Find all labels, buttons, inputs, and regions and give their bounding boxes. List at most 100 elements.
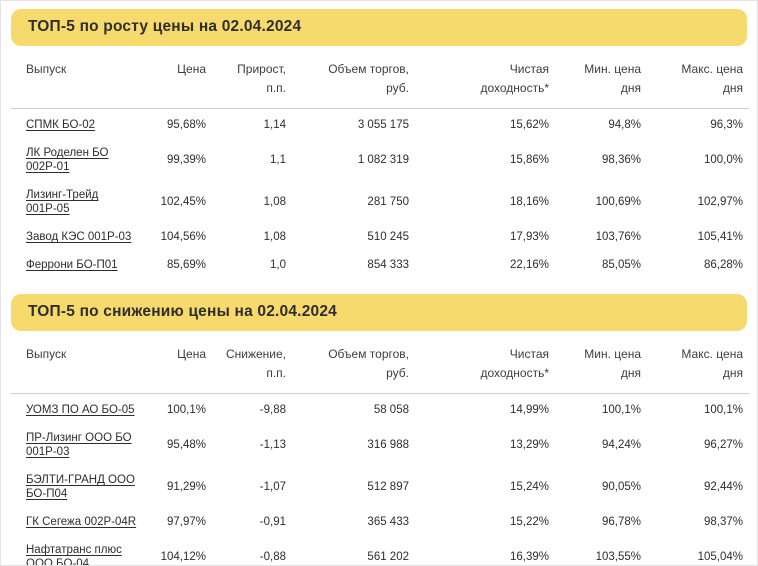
cell-net-yield: 22,16% [509,259,549,271]
issue-link[interactable]: Завод КЭС 001Р-03 [26,231,132,243]
issue-link[interactable]: ГК Сегежа 002Р-04R [26,516,137,528]
table-row: ГК Сегежа 002Р-04R 97,97% -0,91 365 433 15,2… [11,508,749,536]
issue-cell: СПМК БО-02 [11,109,151,140]
cell-net-yield: 15,24% [509,481,549,493]
issue-cell: Завод КЭС 001Р-03 [11,223,151,251]
cell-min-price-day: 94,8% [608,119,641,131]
cell-volume-rub: 510 245 [367,231,409,243]
col-header-max-price-day: Макс. цена дня [641,46,749,109]
cell-price: 100,1% [166,404,206,416]
cell-net-yield: 13,29% [509,439,549,451]
issue-link[interactable]: Лизинг-Трейд 001Р-05 [26,189,99,215]
growth-section-title: ТОП-5 по росту цены на 02.04.2024 [11,9,747,46]
cell-min-price-day: 103,55% [595,551,641,563]
cell-volume-rub: 3 055 175 [357,119,409,131]
table-row: Феррони БО-П01 85,69% 1,0 854 333 22,16% 85,0… [11,251,749,279]
cell-min-price-day: 85,05% [601,259,641,271]
cell-price: 91,29% [166,481,206,493]
table-row: Лизинг-Трейд 001Р-05 102,45% 1,08 281 750 18… [11,181,749,223]
issue-cell: ЛК Роделен БО 002Р-01 [11,139,151,181]
issue-link[interactable]: УОМЗ ПО АО БО-05 [26,404,135,416]
cell-max-price-day: 96,3% [710,119,743,131]
cell-max-price-day: 102,97% [697,196,743,208]
col-header-volume-rub: Объем торгов, руб. [286,331,409,394]
cell-change-pp: 1,0 [270,259,286,271]
cell-change-pp: 1,1 [270,154,286,166]
issue-cell: УОМЗ ПО АО БО-05 [11,394,151,425]
cell-change-pp: -0,91 [259,516,286,528]
cell-max-price-day: 100,1% [703,404,743,416]
col-header-net-yield: Чистая доходность* [409,331,549,394]
cell-volume-rub: 58 058 [373,404,409,416]
issue-link[interactable]: СПМК БО-02 [26,119,96,131]
cell-min-price-day: 100,1% [601,404,641,416]
cell-change-pp: 1,08 [263,231,286,243]
cell-max-price-day: 92,44% [703,481,743,493]
cell-volume-rub: 561 202 [367,551,409,563]
decline-section-title: ТОП-5 по снижению цены на 02.04.2024 [11,294,747,331]
issue-cell: ПР-Лизинг ООО БО 001Р-03 [11,424,151,466]
cell-max-price-day: 96,27% [703,439,743,451]
issue-cell: Нафтатранс плюс ООО БО-04 [11,536,151,566]
col-header-change-pp: Снижение, п.п. [206,331,286,394]
cell-change-pp: -1,13 [259,439,286,451]
col-header-price: Цена [151,46,206,109]
col-header-net-yield: Чистая доходность* [409,46,549,109]
issue-link[interactable]: БЭЛТИ-ГРАНД ООО БО-П04 [26,474,135,500]
cell-net-yield: 14,99% [509,404,549,416]
cell-price: 99,39% [166,154,206,166]
issue-cell: Лизинг-Трейд 001Р-05 [11,181,151,223]
top5-decline-section: ТОП-5 по снижению цены на 02.04.2024 Вып… [1,294,757,566]
cell-volume-rub: 365 433 [367,516,409,528]
cell-volume-rub: 512 897 [367,481,409,493]
table-row: Нафтатранс плюс ООО БО-04 104,12% -0,88 561… [11,536,749,566]
cell-price: 95,68% [166,119,206,131]
table-row: СПМК БО-02 95,68% 1,14 3 055 175 15,62% 94,8%… [11,109,749,140]
cell-max-price-day: 98,37% [703,516,743,528]
table-row: Завод КЭС 001Р-03 104,56% 1,08 510 245 17,93… [11,223,749,251]
cell-change-pp: 1,08 [263,196,286,208]
cell-price: 104,56% [160,231,206,243]
cell-min-price-day: 100,69% [595,196,641,208]
issue-link[interactable]: Нафтатранс плюс ООО БО-04 [26,544,122,566]
cell-net-yield: 15,86% [509,154,549,166]
cell-volume-rub: 854 333 [367,259,409,271]
cell-volume-rub: 316 988 [367,439,409,451]
table-row: БЭЛТИ-ГРАНД ООО БО-П04 91,29% -1,07 512 897… [11,466,749,508]
col-header-min-price-day: Мин. цена дня [549,46,641,109]
cell-max-price-day: 105,41% [697,231,743,243]
cell-max-price-day: 105,04% [697,551,743,563]
decline-table-header-row: Выпуск Цена Снижение, п.п. Объем торгов, руб.… [11,331,749,394]
cell-min-price-day: 103,76% [595,231,641,243]
cell-price: 104,12% [160,551,206,563]
col-header-change-pp: Прирост, п.п. [206,46,286,109]
cell-change-pp: -0,88 [259,551,286,563]
issue-cell: Феррони БО-П01 [11,251,151,279]
col-header-price: Цена [151,331,206,394]
issue-link[interactable]: ЛК Роделен БО 002Р-01 [26,147,109,173]
cell-max-price-day: 86,28% [703,259,743,271]
cell-net-yield: 16,39% [509,551,549,563]
cell-volume-rub: 1 082 319 [357,154,409,166]
cell-price: 102,45% [160,196,206,208]
cell-change-pp: -1,07 [259,481,286,493]
cell-price: 85,69% [166,259,206,271]
issue-link[interactable]: ПР-Лизинг ООО БО 001Р-03 [26,432,132,458]
col-header-volume-rub: Объем торгов, руб. [286,46,409,109]
growth-table-header-row: Выпуск Цена Прирост, п.п. Объем торгов, руб. Ч… [11,46,749,109]
growth-table: Выпуск Цена Прирост, п.п. Объем торгов, руб. Ч… [11,46,749,279]
col-header-issue: Выпуск [11,46,151,109]
col-header-max-price-day: Макс. цена дня [641,331,749,394]
cell-change-pp: -9,88 [259,404,286,416]
cell-net-yield: 15,22% [509,516,549,528]
issue-link[interactable]: Феррони БО-П01 [26,259,118,271]
col-header-issue: Выпуск [11,331,151,394]
cell-price: 97,97% [166,516,206,528]
issue-cell: БЭЛТИ-ГРАНД ООО БО-П04 [11,466,151,508]
top5-growth-section: ТОП-5 по росту цены на 02.04.2024 Выпуск… [1,9,757,279]
cell-min-price-day: 96,78% [601,516,641,528]
cell-net-yield: 17,93% [509,231,549,243]
cell-min-price-day: 94,24% [601,439,641,451]
issue-cell: ГК Сегежа 002Р-04R [11,508,151,536]
